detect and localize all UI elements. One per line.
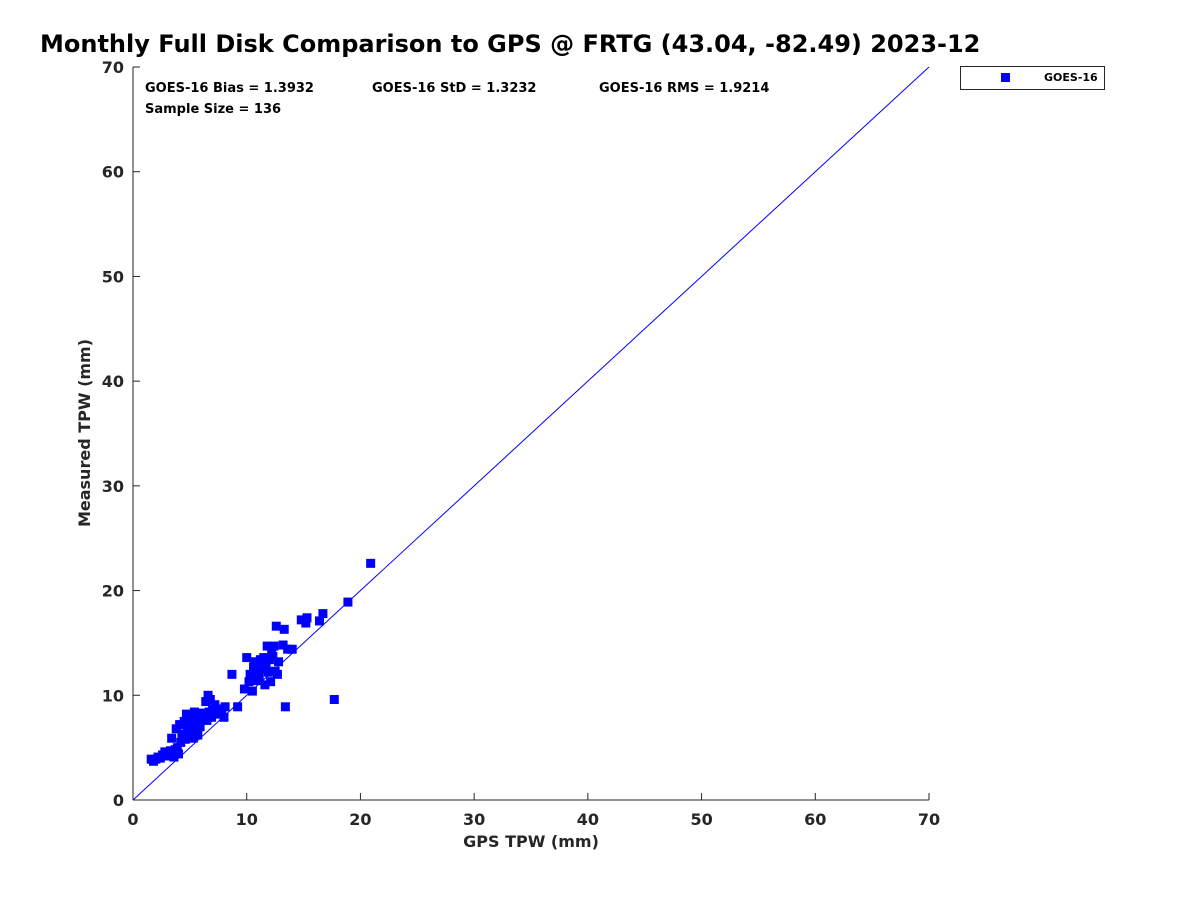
data-point bbox=[219, 712, 229, 722]
data-point bbox=[189, 707, 199, 717]
rms-stat: GOES-16 RMS = 1.9214 bbox=[599, 81, 769, 96]
x-tick-label: 60 bbox=[804, 810, 826, 829]
data-point bbox=[261, 661, 271, 671]
one-to-one-reference-line bbox=[132, 66, 930, 801]
data-point bbox=[212, 709, 222, 719]
data-point bbox=[172, 743, 182, 753]
y-tick-label: 40 bbox=[102, 372, 124, 391]
chart-title: Monthly Full Disk Comparison to GPS @ FR… bbox=[40, 30, 981, 58]
data-point bbox=[278, 640, 288, 650]
data-point bbox=[239, 684, 249, 694]
data-point bbox=[260, 680, 270, 690]
bias-stat: GOES-16 Bias = 1.3932 bbox=[145, 81, 314, 96]
data-point bbox=[205, 694, 215, 704]
legend-marker bbox=[1001, 73, 1010, 82]
sample-size-stat: Sample Size = 136 bbox=[145, 102, 281, 117]
y-axis-label: Measured TPW (mm) bbox=[75, 339, 94, 527]
plot-marks bbox=[132, 66, 930, 801]
data-point bbox=[201, 697, 211, 707]
data-point bbox=[169, 752, 179, 762]
data-point bbox=[185, 713, 195, 723]
data-point bbox=[192, 715, 202, 725]
data-point bbox=[318, 609, 328, 619]
legend-box bbox=[960, 66, 1105, 90]
data-point bbox=[271, 621, 281, 631]
data-point bbox=[268, 652, 278, 662]
data-point bbox=[262, 641, 272, 651]
data-point bbox=[244, 677, 254, 687]
data-point bbox=[266, 677, 276, 687]
data-point bbox=[267, 646, 277, 656]
data-point bbox=[287, 644, 297, 654]
data-point bbox=[329, 694, 339, 704]
x-tick-label: 70 bbox=[918, 810, 940, 829]
data-point bbox=[280, 702, 290, 712]
data-point bbox=[269, 641, 279, 651]
x-tick-label: 20 bbox=[349, 810, 371, 829]
data-point bbox=[247, 686, 257, 696]
data-point bbox=[296, 615, 306, 625]
data-point bbox=[195, 722, 205, 732]
data-point bbox=[272, 669, 282, 679]
y-tick-label: 60 bbox=[102, 163, 124, 182]
data-point bbox=[259, 653, 269, 663]
data-point bbox=[173, 749, 183, 759]
y-tick-label: 20 bbox=[102, 582, 124, 601]
data-point bbox=[217, 707, 227, 717]
x-axis-label: GPS TPW (mm) bbox=[463, 832, 599, 851]
data-point bbox=[233, 702, 243, 712]
x-tick-label: 40 bbox=[577, 810, 599, 829]
data-point bbox=[220, 702, 230, 712]
data-point bbox=[256, 664, 266, 674]
data-point bbox=[208, 705, 218, 715]
data-point bbox=[263, 667, 273, 677]
y-tick-label: 10 bbox=[102, 686, 124, 705]
data-point bbox=[186, 728, 196, 738]
std-stat: GOES-16 StD = 1.3232 bbox=[372, 81, 536, 96]
axes bbox=[132, 67, 929, 801]
y-tick-label: 0 bbox=[113, 791, 124, 810]
y-tick-label: 70 bbox=[102, 58, 124, 77]
data-point bbox=[187, 719, 197, 729]
data-point bbox=[251, 666, 261, 676]
legend-label: GOES-16 bbox=[1044, 71, 1098, 84]
data-point bbox=[279, 624, 289, 634]
data-point bbox=[301, 618, 311, 628]
data-point bbox=[366, 558, 376, 568]
data-point bbox=[179, 716, 189, 726]
y-tick-label: 50 bbox=[102, 267, 124, 286]
x-tick-label: 0 bbox=[127, 810, 138, 829]
x-tick-label: 30 bbox=[463, 810, 485, 829]
ticks: 0 10 20 30 40 50 60 70 0 10 20 30 40 50 60 70 bbox=[102, 58, 940, 829]
data-point bbox=[176, 737, 186, 747]
data-point bbox=[227, 669, 237, 679]
data-point bbox=[314, 616, 324, 626]
data-point bbox=[180, 734, 190, 744]
data-point bbox=[193, 730, 203, 740]
x-tick-label: 50 bbox=[690, 810, 712, 829]
data-point bbox=[246, 671, 256, 681]
data-point bbox=[283, 644, 293, 654]
data-point bbox=[254, 671, 264, 681]
data-point bbox=[242, 653, 252, 663]
data-point bbox=[274, 657, 284, 667]
data-point bbox=[163, 751, 173, 761]
x-tick-label: 10 bbox=[236, 810, 258, 829]
data-point bbox=[210, 700, 220, 710]
data-point bbox=[188, 733, 198, 743]
legend: GOES-16 bbox=[960, 66, 1105, 90]
data-point bbox=[167, 733, 177, 743]
data-point bbox=[175, 720, 185, 730]
data-point bbox=[202, 715, 212, 725]
data-point bbox=[302, 613, 312, 623]
y-tick-label: 30 bbox=[102, 477, 124, 496]
data-point bbox=[191, 725, 201, 735]
data-point bbox=[343, 597, 353, 607]
data-point bbox=[206, 712, 216, 722]
